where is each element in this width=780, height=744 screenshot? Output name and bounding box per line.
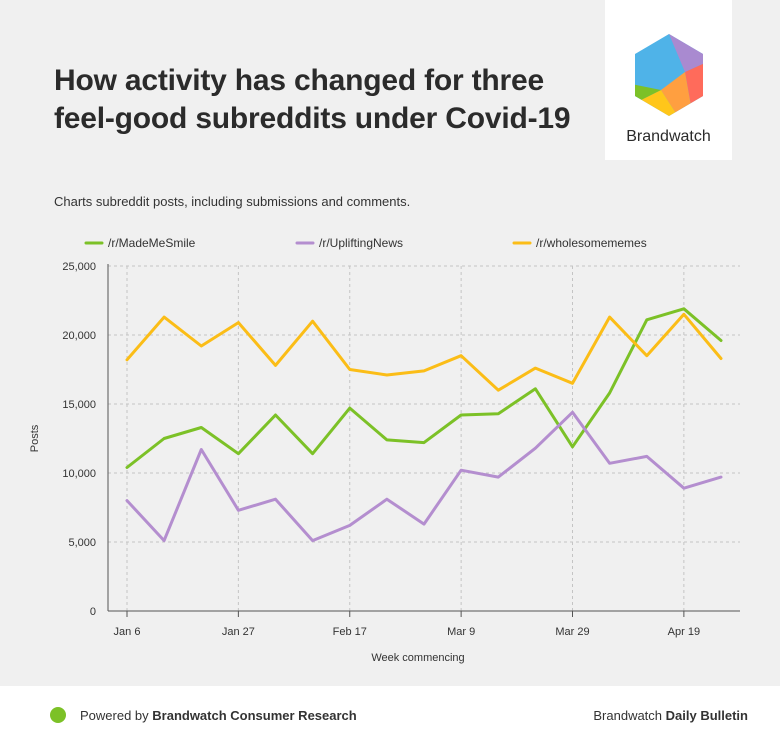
logo-red-segment [685,62,703,106]
series-line-2 [125,312,723,392]
x-axis-title: Week commencing [371,652,464,664]
x-tick-label: Jan 27 [222,626,255,638]
chart-subtitle: Charts subreddit posts, including submis… [54,194,411,209]
logo-wordmark: Brandwatch [626,128,711,145]
footer-credit: Powered by Brandwatch Consumer Research [80,708,357,723]
legend-label: /r/UpliftingNews [319,236,403,250]
footer-publication-prefix: Brandwatch [593,708,666,723]
y-tick-label: 20,000 [62,330,96,342]
brand-dot-icon [50,707,66,723]
footer-credit-prefix: Powered by [80,708,153,723]
brand-logo-card: Brandwatch [605,0,732,160]
y-tick-label: 10,000 [62,468,96,480]
y-tick-label: 5,000 [68,537,96,549]
x-tick-label: Apr 19 [668,626,700,638]
legend: /r/MadeMeSmile/r/UpliftingNews/r/wholeso… [84,236,647,250]
series-line-0 [125,307,723,469]
footer-credit-brand: Brandwatch Consumer Research [152,708,357,723]
footer: Powered by Brandwatch Consumer Research … [0,686,780,744]
y-tick-label: 15,000 [62,399,96,411]
legend-label: /r/wholesomememes [536,236,647,250]
logo-orange-segment [661,72,691,116]
footer-publication-name: Daily Bulletin [665,708,748,723]
series-lines [125,307,723,543]
line-chart: /r/MadeMeSmile/r/UpliftingNews/r/wholeso… [29,236,740,664]
y-axis-title: Posts [29,424,41,452]
x-tick-label: Jan 6 [114,626,141,638]
chart-panel: How activity has changed for three feel-… [29,0,740,664]
gridlines [108,265,740,611]
y-tick-label: 0 [90,606,96,618]
chart-title: How activity has changed for three feel-… [54,64,571,135]
axes: 0 5,000 10,000 15,000 20,000 25,000 Jan 6 Jan 2… [62,261,740,638]
x-tick-label: Feb 17 [333,626,367,638]
footer-publication: Brandwatch Daily Bulletin [593,708,748,723]
x-tick-label: Mar 29 [555,626,589,638]
legend-label: /r/MadeMeSmile [108,236,196,250]
series-line-1 [125,410,723,543]
x-tick-label: Mar 9 [447,626,475,638]
brandwatch-logo-icon [635,34,703,116]
y-tick-label: 25,000 [62,261,96,273]
